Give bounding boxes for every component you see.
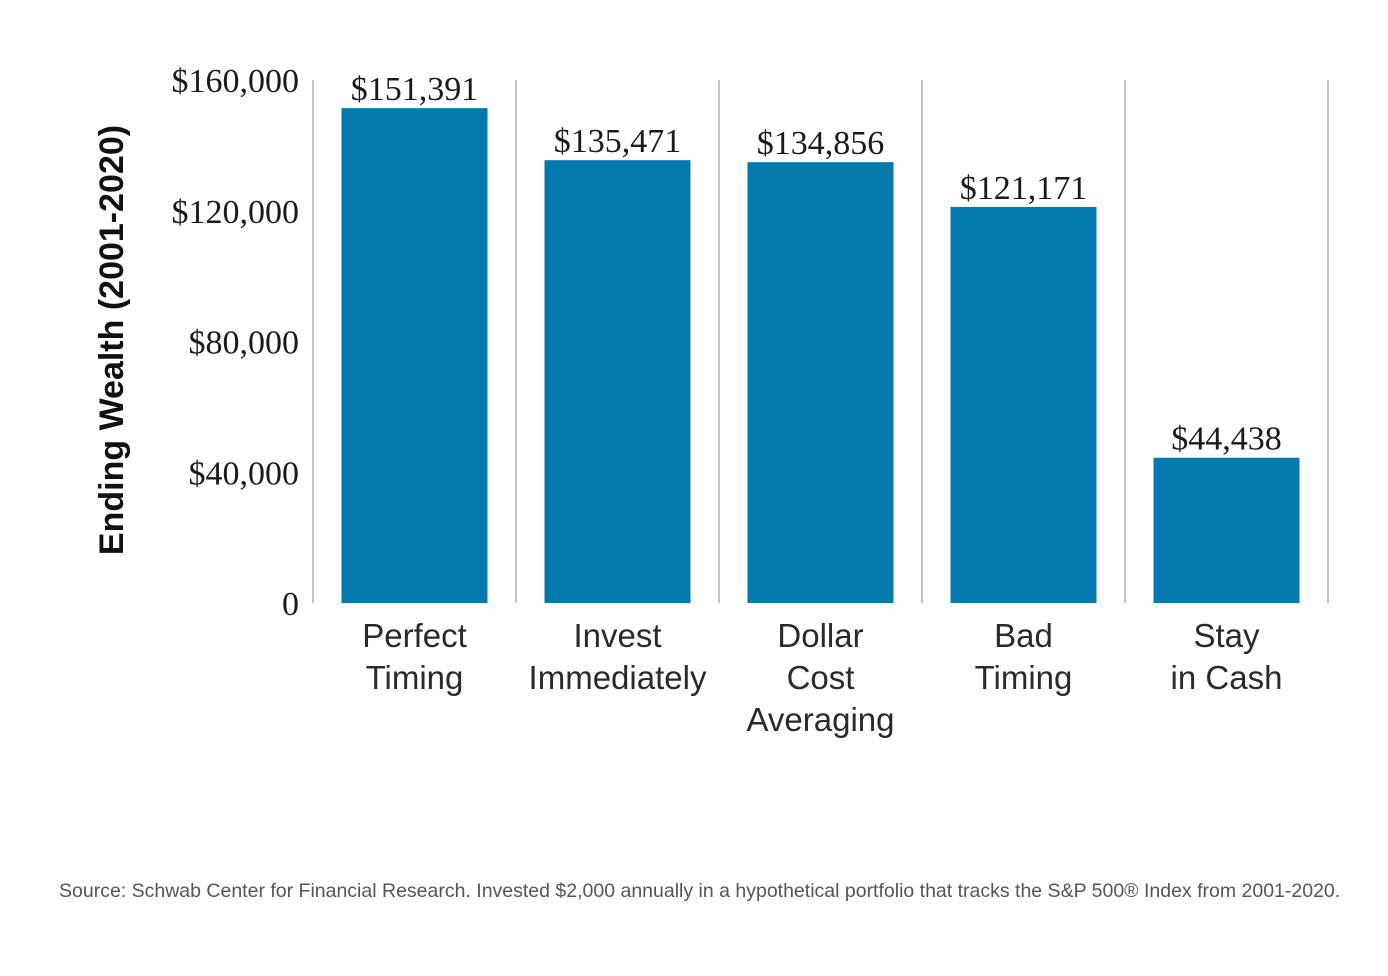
bar bbox=[1153, 457, 1300, 603]
bar bbox=[544, 160, 691, 603]
x-category-label: Dollar Cost Averaging bbox=[746, 617, 894, 738]
data-label: $121,171 bbox=[960, 170, 1088, 207]
bar bbox=[341, 108, 488, 603]
x-category-label-line: Timing bbox=[366, 659, 464, 696]
y-tick-label: $40,000 bbox=[189, 455, 300, 492]
y-axis-title: Ending Wealth (2001-2020) bbox=[93, 125, 131, 555]
category-separators bbox=[312, 80, 1329, 603]
y-tick-label: $120,000 bbox=[172, 194, 300, 231]
x-category-label-line: Cost bbox=[787, 659, 855, 696]
y-tick-label: $160,000 bbox=[172, 63, 300, 100]
x-category-label-line: in Cash bbox=[1171, 659, 1283, 696]
data-label: $44,438 bbox=[1171, 421, 1282, 458]
x-category-label-line: Perfect bbox=[362, 617, 467, 654]
x-category-label-line: Invest bbox=[573, 617, 661, 654]
x-axis-category-labels: Perfect Timing Invest Immediately Dollar Cost… bbox=[362, 617, 1282, 738]
x-category-label: Perfect Timing bbox=[362, 617, 467, 696]
data-label: $134,856 bbox=[757, 125, 885, 162]
bar bbox=[950, 206, 1097, 603]
y-axis-ticks: 0 $40,000 $80,000 $120,000 $160,000 bbox=[172, 63, 300, 623]
x-category-label: Bad Timing bbox=[975, 617, 1073, 696]
data-labels: $151,391 $135,471 $134,856 $121,171 $44,438 bbox=[351, 71, 1282, 458]
x-category-label-line: Bad bbox=[994, 617, 1053, 654]
bar bbox=[747, 162, 894, 603]
data-label: $151,391 bbox=[351, 71, 479, 108]
bar-chart: Ending Wealth (2001-2020) 0 $40,000 $80,00… bbox=[93, 63, 1329, 738]
x-category-label-line: Immediately bbox=[529, 659, 707, 696]
y-tick-label: 0 bbox=[282, 586, 299, 623]
x-category-label-line: Stay bbox=[1193, 617, 1260, 654]
x-category-label-line: Dollar bbox=[777, 617, 863, 654]
data-label: $135,471 bbox=[554, 123, 682, 160]
source-note: Source: Schwab Center for Financial Rese… bbox=[59, 880, 1341, 902]
x-category-label-line: Averaging bbox=[746, 701, 894, 738]
bars bbox=[341, 108, 1300, 603]
y-axis-title-group: Ending Wealth (2001-2020) bbox=[93, 125, 131, 555]
x-category-label: Stay in Cash bbox=[1171, 617, 1283, 696]
x-category-label-line: Timing bbox=[975, 659, 1073, 696]
x-category-label: Invest Immediately bbox=[529, 617, 707, 696]
y-tick-label: $80,000 bbox=[189, 325, 300, 362]
